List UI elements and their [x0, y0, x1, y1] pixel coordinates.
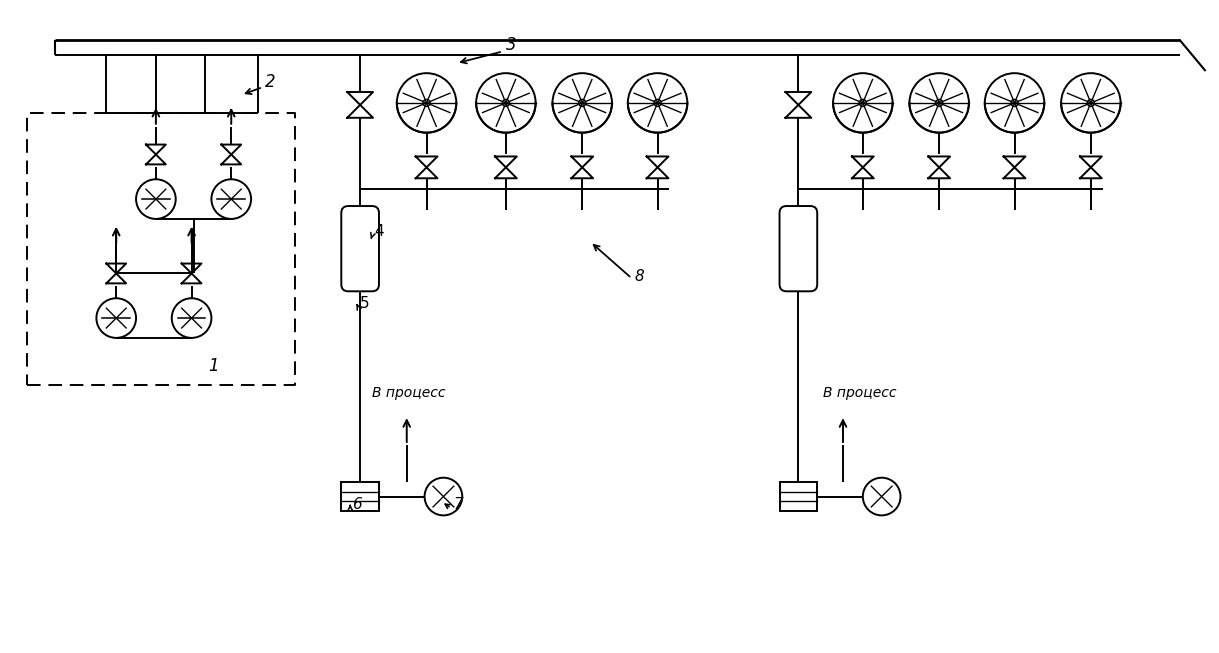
- Text: 7: 7: [453, 498, 463, 513]
- Text: В процесс: В процесс: [823, 387, 897, 400]
- Text: 1: 1: [208, 357, 219, 375]
- Text: 8: 8: [635, 270, 645, 285]
- Bar: [341, 482, 379, 511]
- Text: 3: 3: [506, 37, 517, 54]
- Text: 4: 4: [374, 224, 384, 239]
- Bar: [779, 482, 817, 511]
- Text: 2: 2: [265, 73, 275, 91]
- Text: 5: 5: [360, 296, 369, 311]
- Text: 6: 6: [352, 498, 362, 513]
- Text: В процесс: В процесс: [372, 387, 445, 400]
